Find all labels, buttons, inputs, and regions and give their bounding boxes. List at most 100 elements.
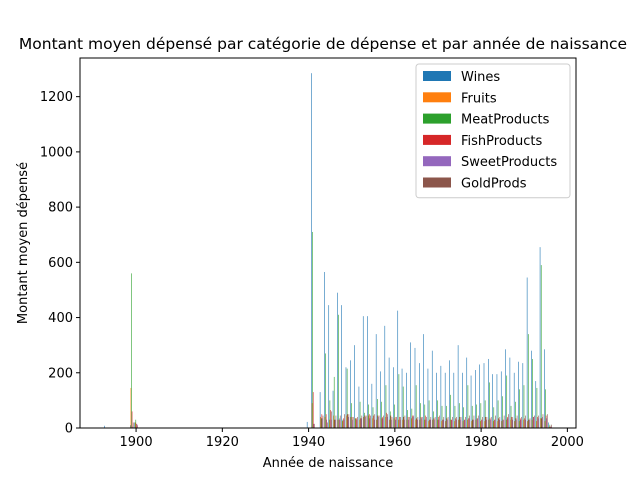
bar-fishproducts-1955 (373, 415, 374, 428)
bar-meatproducts-1992 (532, 358, 533, 428)
bar-sweetproducts-1968 (429, 419, 431, 428)
bar-fishproducts-1965 (416, 418, 418, 428)
bar-goldprods-1996 (551, 424, 552, 428)
bar-goldprods-1983 (495, 415, 496, 428)
bar-fruits-1973 (449, 419, 451, 428)
bar-fishproducts-1956 (377, 415, 379, 428)
bar-wines-1952 (358, 386, 360, 428)
bar-fruits-1974 (454, 421, 455, 428)
bar-wines-1972 (444, 372, 446, 428)
bar-sweetproducts-1994 (542, 416, 543, 428)
bar-meatproducts-1980 (480, 403, 482, 428)
bar-goldprods-1948 (344, 414, 345, 428)
bar-wines-1940 (306, 421, 308, 428)
bar-fishproducts-1941 (312, 392, 314, 428)
bar-sweetproducts-1986 (507, 418, 509, 428)
bar-wines-1943 (319, 392, 321, 428)
bar-sweetproducts-1974 (455, 419, 457, 428)
bar-fruits-1951 (354, 418, 356, 428)
bar-fishproducts-1992 (532, 416, 534, 428)
bar-wines-1900 (134, 422, 135, 428)
bar-goldprods-1962 (404, 415, 406, 428)
y-axis: 0 200 400 600 800 1000 1200 (40, 90, 80, 437)
bar-meatproducts-1984 (497, 400, 499, 428)
bar-fishproducts-1960 (394, 416, 396, 428)
bar-fruits-1980 (479, 421, 481, 428)
bar-sweetproducts-1972 (447, 419, 448, 428)
bar-meatproducts-1900 (135, 419, 137, 428)
bar-fishproducts-1957 (381, 416, 383, 428)
x-axis-label: Année de naissance (263, 456, 394, 471)
bar-fruits-1975 (458, 419, 459, 428)
bar-meatproducts-1952 (359, 401, 361, 428)
bar-goldprods-1991 (529, 418, 531, 428)
bar-fishproducts-1966 (420, 416, 422, 428)
bar-sweetproducts-1957 (382, 418, 384, 428)
bar-goldprods-1987 (512, 416, 514, 428)
bar-goldprods-1973 (452, 416, 453, 428)
y-tick-label-600: 600 (48, 256, 73, 271)
bar-fruits-1956 (376, 419, 378, 428)
bar-sweetproducts-1967 (425, 419, 427, 428)
bar-meatproducts-1979 (476, 404, 477, 428)
bar-fruits-1970 (436, 419, 438, 428)
bar-goldprods-1974 (456, 416, 457, 428)
bar-fruits-1957 (380, 418, 382, 428)
y-tick-label-0: 0 (65, 422, 73, 437)
bar-meatproducts-1964 (411, 408, 413, 428)
bar-goldprods-1900 (137, 425, 138, 428)
bar-fruits-1967 (423, 419, 425, 428)
bar-wines-1994 (539, 247, 541, 428)
bar-wines-1973 (449, 360, 450, 428)
bar-fruits-1972 (445, 421, 447, 428)
bar-meatproducts-1959 (389, 411, 391, 428)
bar-sweetproducts-1947 (339, 418, 340, 428)
legend-swatch-wines (423, 71, 451, 81)
bar-fishproducts-1944 (325, 414, 327, 428)
bar-fruits-1948 (341, 421, 343, 428)
bar-sweetproducts-1944 (326, 419, 328, 428)
bar-sweetproducts-1954 (369, 418, 371, 428)
bar-wines-1993 (535, 381, 537, 428)
bar-wines-1953 (362, 316, 364, 428)
bar-meatproducts-1991 (527, 334, 529, 428)
bar-sweetproducts-1969 (434, 419, 435, 428)
bar-wines-1950 (350, 360, 351, 428)
bar-meatproducts-1963 (407, 410, 408, 428)
x-tick-label-1920: 1920 (206, 435, 239, 450)
bar-goldprods-1993 (538, 415, 539, 428)
bar-meatproducts-1974 (454, 405, 456, 428)
x-tick-label-1980: 1980 (465, 435, 498, 450)
bar-fishproducts-1990 (524, 418, 525, 428)
bar-fishproducts-1980 (481, 419, 482, 428)
bar-fishproducts-1958 (386, 412, 387, 428)
bar-fruits-1945 (329, 419, 330, 428)
bar-goldprods-1988 (516, 415, 518, 428)
x-tick-label-2000: 2000 (551, 435, 584, 450)
bar-fruits-1943 (320, 416, 321, 428)
bar-wines-1961 (397, 310, 399, 428)
bar-sweetproducts-1962 (404, 419, 405, 428)
bar-wines-1964 (410, 342, 411, 428)
bar-wines-1989 (518, 361, 519, 428)
bar-sweetproducts-1899 (132, 426, 133, 428)
bar-goldprods-1960 (396, 416, 397, 428)
bar-sweetproducts-1960 (395, 419, 397, 428)
bar-goldprods-1978 (473, 415, 475, 428)
bar-fruits-1954 (367, 415, 369, 428)
bar-sweetproducts-1995 (546, 418, 547, 428)
bar-meatproducts-1950 (351, 403, 352, 428)
bar-fishproducts-1900 (136, 423, 137, 428)
bar-sweetproducts-1987 (511, 419, 513, 428)
bar-meatproducts-1947 (338, 314, 339, 428)
bar-goldprods-1977 (469, 415, 470, 428)
bar-goldprods-1949 (348, 414, 350, 428)
bar-wines-1947 (337, 292, 338, 428)
y-axis-label: Montant moyen dépensé (16, 162, 31, 324)
bar-wines-1969 (431, 350, 433, 428)
bar-fruits-1953 (363, 416, 365, 428)
bar-wines-1980 (479, 364, 480, 428)
bar-fishproducts-1946 (334, 419, 336, 428)
bar-fruits-1977 (467, 419, 468, 428)
